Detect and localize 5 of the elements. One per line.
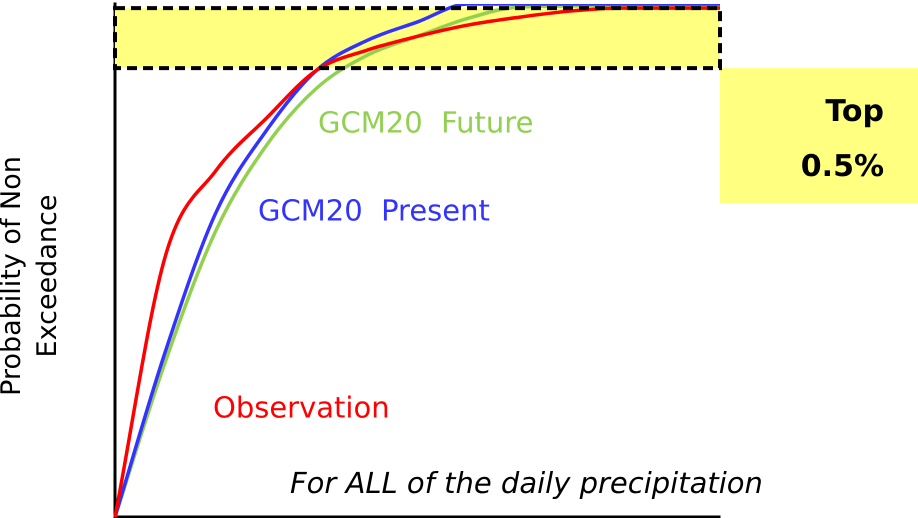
series-label: GCM20 Present <box>258 194 490 228</box>
annotation: For ALL of the daily precipitation <box>290 466 763 500</box>
band-label: Top 0.5% <box>800 94 884 184</box>
text: Observation <box>213 390 390 425</box>
series-label: GCM20 Future <box>318 106 534 140</box>
